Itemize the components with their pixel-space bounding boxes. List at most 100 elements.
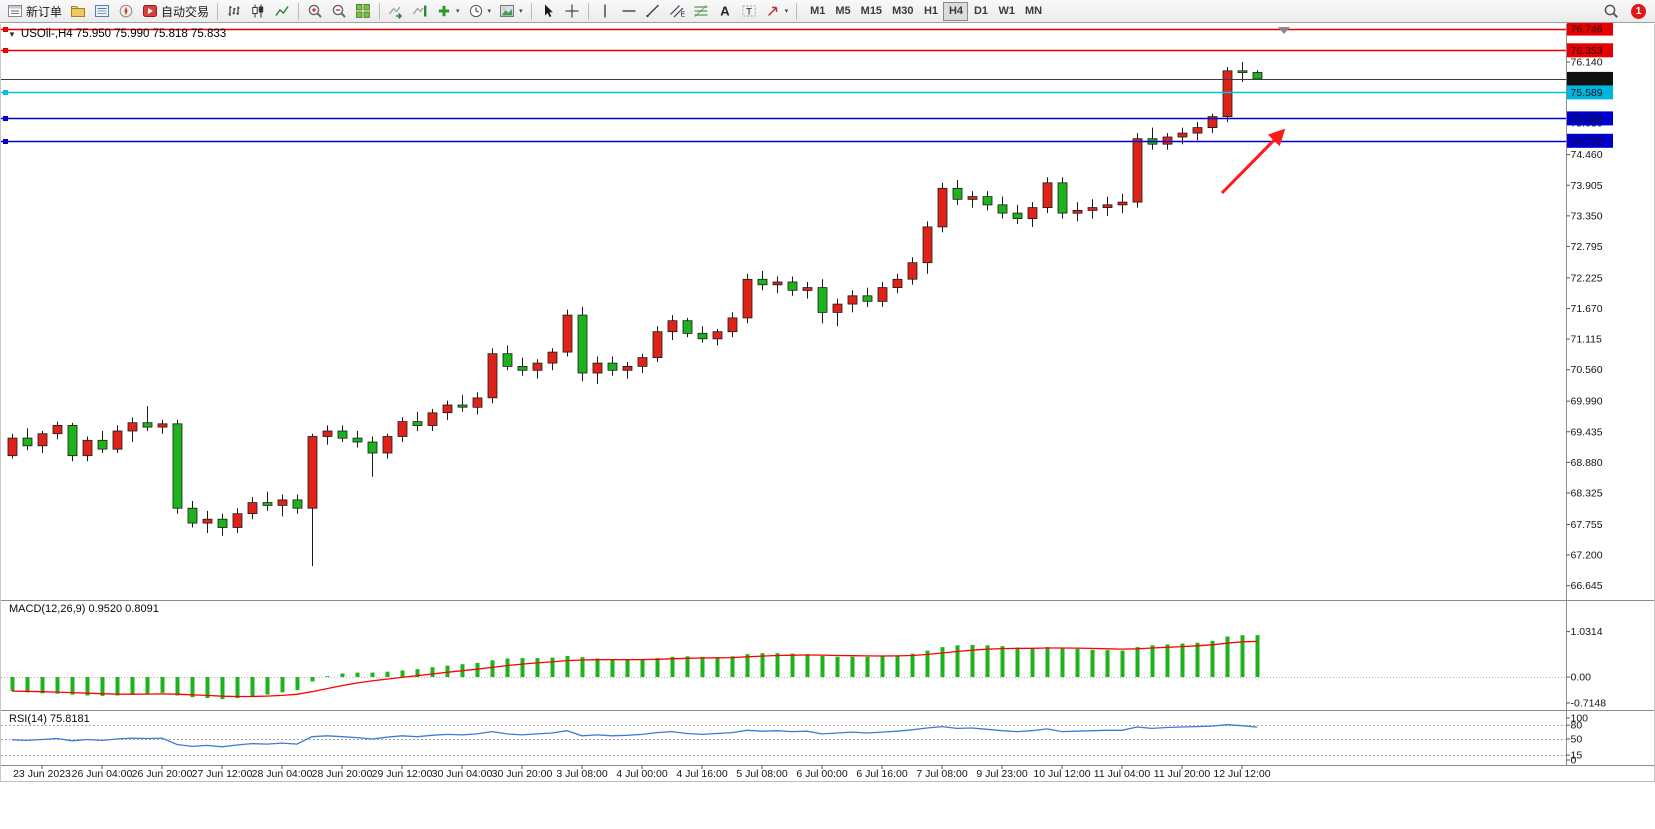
time-axis-label: 27 Jun 12:00 [192, 768, 253, 780]
bull-candle [907, 262, 918, 280]
bull-candle [127, 422, 138, 432]
time-axis-label: 26 Jun 04:00 [72, 768, 133, 780]
text-button[interactable]: A [713, 1, 737, 21]
auto-trading-icon [142, 3, 158, 19]
bear-candle [697, 332, 708, 340]
bull-candle [532, 362, 543, 371]
time-axis-label: 23 Jun 2023 [13, 768, 71, 780]
timeframe-m5-button[interactable]: M5 [830, 2, 855, 21]
bull-candle [1222, 70, 1233, 118]
search-icon [1603, 3, 1619, 19]
toolbar-separator [587, 2, 589, 20]
crosshair-button[interactable] [560, 1, 584, 21]
bear-candle [352, 437, 363, 443]
svg-text:T: T [746, 7, 752, 18]
svg-text:E: E [680, 12, 685, 19]
price-axis-label: 73.905 [1571, 180, 1603, 192]
bear-candle [412, 421, 423, 426]
auto-scroll-button[interactable] [384, 1, 408, 21]
market-watch-button[interactable] [90, 1, 114, 21]
timeframe-m1-button[interactable]: M1 [805, 2, 830, 21]
timeframe-mn-button[interactable]: MN [1020, 2, 1047, 21]
timeframe-m15-button[interactable]: M15 [856, 2, 887, 21]
bull-candle [277, 499, 288, 506]
new-order-button[interactable]: 新订单 [3, 1, 66, 21]
charts-profile-button[interactable] [66, 1, 90, 21]
zoom-out-button[interactable] [327, 1, 351, 21]
time-axis-label: 12 Jul 12:00 [1213, 768, 1270, 780]
chart-shift-icon [412, 3, 428, 19]
bull-candle [622, 365, 633, 371]
timeframe-m30-button[interactable]: M30 [887, 2, 918, 21]
line-handle [3, 116, 8, 121]
bull-candle [1087, 207, 1098, 211]
bear-candle [457, 404, 468, 408]
bull-candle [1027, 207, 1038, 220]
vertical-line-button[interactable] [593, 1, 617, 21]
bull-candle [667, 320, 678, 333]
cursor-button[interactable] [536, 1, 560, 21]
macd-indicator-label: MACD(12,26,9) 0.9520 0.8091 [9, 603, 159, 615]
text-icon: A [717, 3, 733, 19]
timeframe-h1-button[interactable]: H1 [918, 2, 943, 21]
svg-text:A: A [720, 4, 730, 19]
tile-windows-button[interactable] [351, 1, 375, 21]
time-axis-label: 28 Jun 20:00 [312, 768, 373, 780]
time-axis-label: 7 Jul 08:00 [916, 768, 968, 780]
price-axis-label: 72.795 [1571, 241, 1603, 253]
caret-down-icon: ▾ [784, 8, 789, 15]
time-axis-label: 4 Jul 16:00 [676, 768, 728, 780]
timeframe-h4-button[interactable]: H4 [943, 1, 969, 21]
bull-candle [472, 397, 483, 408]
macd-axis-label: 0.00 [1571, 672, 1592, 684]
indicators-button[interactable]: ▾ [432, 1, 464, 21]
price-badge [1567, 133, 1613, 148]
rsi-indicator-label: RSI(14) 75.8181 [9, 713, 90, 725]
time-axis-label: 9 Jul 23:00 [976, 768, 1028, 780]
auto-scroll-icon [388, 3, 404, 19]
bull-candle [202, 518, 213, 524]
fibonacci-retracement-icon [693, 3, 709, 19]
toolbar-separator [530, 2, 532, 20]
line-chart-mode-icon [274, 3, 290, 19]
trend-line-button[interactable] [641, 1, 665, 21]
notification-badge[interactable]: 1 [1631, 3, 1646, 19]
equidistant-channel-icon: E [669, 3, 685, 19]
bull-candle [892, 278, 903, 288]
line-handle [3, 90, 8, 95]
templates-button[interactable]: ▾ [495, 1, 527, 21]
bull-candle [802, 287, 813, 291]
timeframe-d1-button[interactable]: D1 [968, 2, 993, 21]
bull-candle [877, 287, 888, 302]
bull-candle [1042, 182, 1053, 209]
annotation-arrow[interactable] [1220, 128, 1286, 195]
zoom-in-button[interactable] [303, 1, 327, 21]
bear-candle [952, 187, 963, 200]
price-axis-label: 76.140 [1571, 57, 1603, 69]
price-axis-label: 67.200 [1571, 550, 1603, 562]
bull-candle [112, 430, 123, 450]
bear-candle [172, 423, 183, 509]
time-axis-label: 5 Jul 08:00 [736, 768, 788, 780]
rsi-axis-label: 100 [1571, 713, 1589, 725]
auto-trading-button[interactable]: 自动交易 [138, 1, 213, 21]
symbol-marker-icon[interactable]: ▼ [8, 29, 16, 39]
search-button[interactable] [1599, 1, 1623, 21]
candlestick-mode-button[interactable] [246, 1, 270, 21]
periods-button[interactable]: ▾ [464, 1, 496, 21]
arrows-button[interactable]: ▾ [761, 1, 793, 21]
text-label-button[interactable]: T [737, 1, 761, 21]
bar-chart-mode-button[interactable] [222, 1, 246, 21]
chart-shift-button[interactable] [408, 1, 432, 21]
line-chart-mode-button[interactable] [270, 1, 294, 21]
horizontal-line-button[interactable] [617, 1, 641, 21]
navigator-button[interactable] [114, 1, 138, 21]
fibonacci-retracement-button[interactable] [689, 1, 713, 21]
timeframe-w1-button[interactable]: W1 [993, 2, 1020, 21]
line-handle [3, 27, 8, 32]
chart-shift-marker-icon[interactable] [1278, 27, 1290, 34]
bull-candle [727, 317, 738, 333]
rsi-axis-label: 0 [1571, 755, 1577, 767]
equidistant-channel-button[interactable]: E [665, 1, 689, 21]
